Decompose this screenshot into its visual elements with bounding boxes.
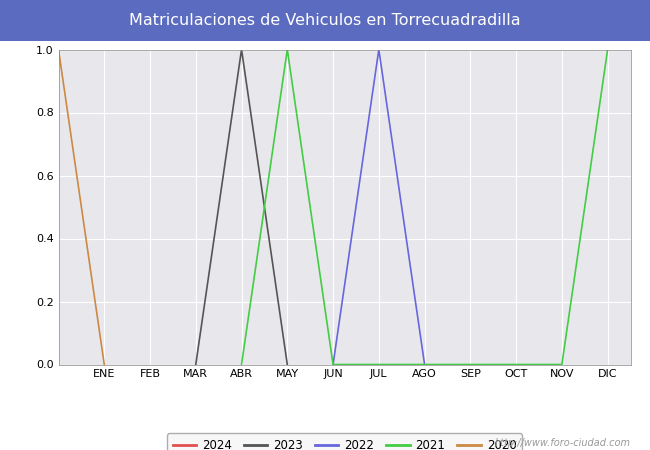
- Text: Matriculaciones de Vehiculos en Torrecuadradilla: Matriculaciones de Vehiculos en Torrecua…: [129, 13, 521, 28]
- Text: http://www.foro-ciudad.com: http://www.foro-ciudad.com: [495, 438, 630, 448]
- Legend: 2024, 2023, 2022, 2021, 2020: 2024, 2023, 2022, 2021, 2020: [166, 433, 523, 450]
